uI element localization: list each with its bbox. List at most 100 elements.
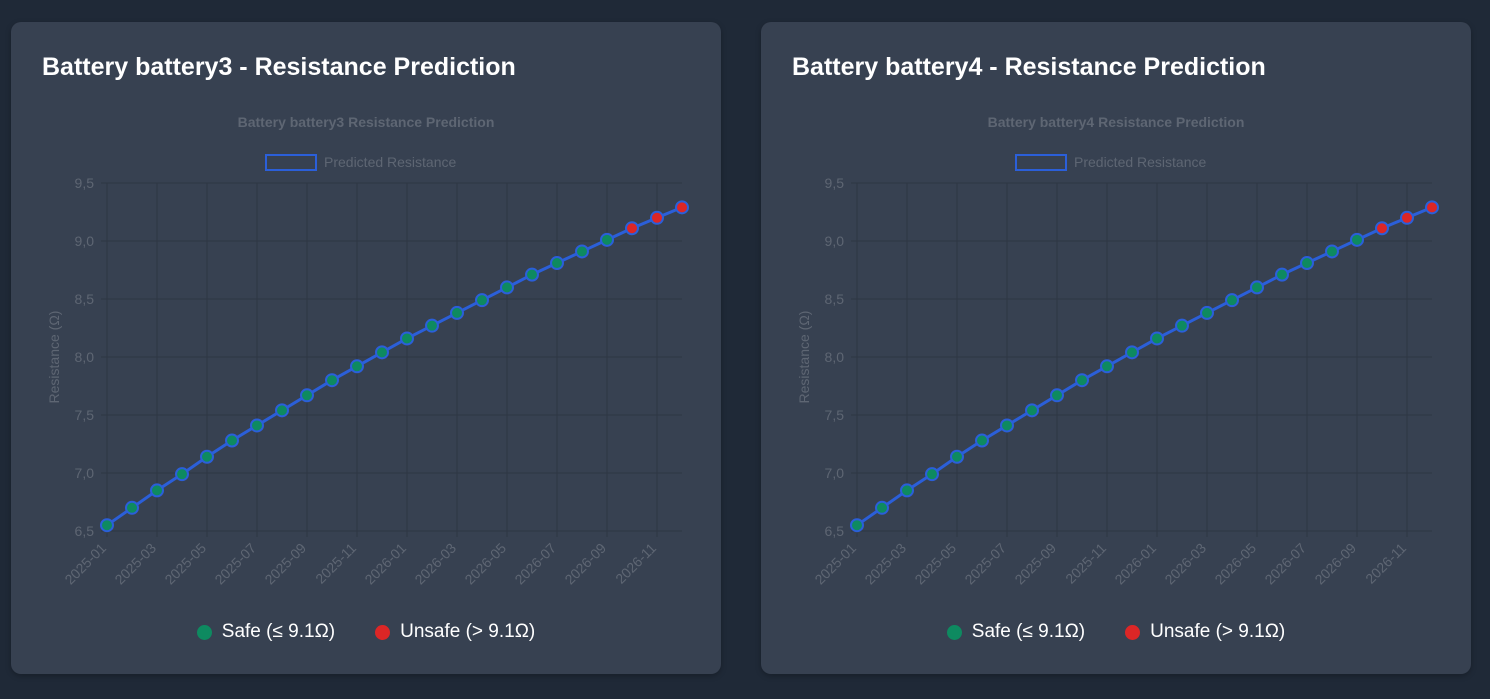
- legend-safe: Safe (≤ 9.1Ω): [196, 621, 336, 643]
- x-tick-label: 2026-09: [1311, 540, 1359, 588]
- data-point: [1150, 331, 1164, 346]
- data-point: [150, 483, 164, 498]
- data-point: [900, 483, 914, 498]
- data-point: [600, 232, 614, 247]
- data-point: [1300, 256, 1314, 271]
- x-tick-label: 2025-09: [1011, 540, 1059, 588]
- x-tick-label: 2026-01: [1111, 540, 1159, 588]
- x-tick-label: 2026-11: [612, 540, 659, 587]
- data-point: [350, 359, 364, 374]
- x-tick-label: 2025-05: [161, 540, 209, 588]
- legend-safe: Safe (≤ 9.1Ω): [946, 621, 1086, 643]
- data-point: [400, 331, 414, 346]
- data-point: [550, 256, 564, 271]
- x-tick-label: 2025-07: [961, 540, 1009, 588]
- data-point: [525, 267, 539, 282]
- legend-series-label: Predicted Resistance: [1074, 154, 1207, 170]
- data-point: [1100, 359, 1114, 374]
- legend-swatch: [265, 154, 317, 171]
- chart-card: Battery battery3 - Resistance Prediction…: [11, 22, 721, 674]
- data-point: [1175, 318, 1189, 333]
- data-point: [875, 500, 889, 515]
- data-point: [1350, 232, 1364, 247]
- data-point: [250, 418, 264, 433]
- data-point: [300, 388, 314, 403]
- data-point: [225, 433, 239, 448]
- x-tick-label: 2026-07: [511, 540, 559, 588]
- x-tick-label: 2026-03: [1161, 540, 1209, 588]
- x-tick-label: 2025-09: [261, 540, 309, 588]
- legend-safe-label: Safe (≤ 9.1Ω): [971, 621, 1086, 642]
- card-title: Battery battery3 - Resistance Prediction: [42, 53, 516, 81]
- x-tick-label: 2025-07: [211, 540, 259, 588]
- data-point: [625, 221, 639, 236]
- data-point: [375, 345, 389, 360]
- y-tick-label: 7,5: [75, 407, 95, 423]
- safety-legend: Safe (≤ 9.1Ω) Unsafe (> 9.1Ω): [11, 621, 721, 643]
- data-point: [1325, 244, 1339, 259]
- data-point: [925, 467, 939, 482]
- legend-safe-label: Safe (≤ 9.1Ω): [221, 621, 336, 642]
- data-point: [500, 280, 514, 295]
- data-point: [1250, 280, 1264, 295]
- x-tick-label: 2025-01: [811, 540, 859, 588]
- unsafe-dot-icon: [1125, 624, 1141, 640]
- data-point: [1025, 403, 1039, 418]
- data-point: [125, 500, 139, 515]
- data-point: [200, 449, 214, 464]
- data-point: [675, 200, 689, 215]
- data-point: [1200, 305, 1214, 320]
- data-point: [275, 403, 289, 418]
- legend-unsafe-label: Unsafe (> 9.1Ω): [1150, 621, 1286, 642]
- y-tick-label: 6,5: [825, 523, 845, 539]
- series-line: [856, 205, 1433, 527]
- data-point: [650, 210, 664, 225]
- safe-dot-icon: [196, 624, 212, 640]
- data-point: [1375, 221, 1389, 236]
- y-axis-label: Resistance (Ω): [796, 311, 812, 404]
- data-point: [1225, 293, 1239, 308]
- y-tick-label: 9,0: [825, 233, 845, 249]
- x-tick-label: 2025-01: [61, 540, 109, 588]
- y-tick-label: 7,0: [75, 465, 95, 481]
- resistance-chart: Battery battery3 Resistance Prediction Pr…: [46, 114, 689, 588]
- data-point: [1050, 388, 1064, 403]
- data-point: [1400, 210, 1414, 225]
- x-tick-label: 2026-05: [1211, 540, 1259, 588]
- data-point: [975, 433, 989, 448]
- data-point: [1275, 267, 1289, 282]
- data-point: [1000, 418, 1014, 433]
- data-point: [475, 293, 489, 308]
- series-line: [106, 205, 683, 527]
- x-tick-label: 2026-03: [411, 540, 459, 588]
- data-point: [1075, 373, 1089, 388]
- y-axis-label: Resistance (Ω): [46, 311, 62, 404]
- resistance-chart: Battery battery4 Resistance Prediction Pr…: [796, 114, 1439, 588]
- x-tick-label: 2025-03: [861, 540, 909, 588]
- y-tick-label: 6,5: [75, 523, 95, 539]
- data-point: [575, 244, 589, 259]
- y-tick-label: 9,5: [825, 175, 845, 191]
- card-title: Battery battery4 - Resistance Prediction: [792, 53, 1266, 81]
- y-tick-label: 9,0: [75, 233, 95, 249]
- x-tick-label: 2025-11: [1062, 540, 1109, 587]
- legend-unsafe: Unsafe (> 9.1Ω): [375, 621, 535, 643]
- data-point: [850, 518, 864, 533]
- x-tick-label: 2026-05: [461, 540, 509, 588]
- chart-card: Battery battery4 - Resistance Prediction…: [761, 22, 1471, 674]
- safety-legend: Safe (≤ 9.1Ω) Unsafe (> 9.1Ω): [761, 621, 1471, 643]
- data-point: [325, 373, 339, 388]
- x-tick-label: 2026-11: [1362, 540, 1409, 587]
- x-tick-label: 2026-07: [1261, 540, 1309, 588]
- data-point: [450, 305, 464, 320]
- x-tick-label: 2025-03: [111, 540, 159, 588]
- x-tick-label: 2026-09: [561, 540, 609, 588]
- y-tick-label: 8,0: [825, 349, 845, 365]
- chart-title: Battery battery4 Resistance Prediction: [988, 114, 1245, 130]
- y-tick-label: 9,5: [75, 175, 95, 191]
- y-tick-label: 7,0: [825, 465, 845, 481]
- data-point: [100, 518, 114, 533]
- x-tick-label: 2025-11: [312, 540, 359, 587]
- legend-series-label: Predicted Resistance: [324, 154, 457, 170]
- y-tick-label: 8,5: [825, 291, 845, 307]
